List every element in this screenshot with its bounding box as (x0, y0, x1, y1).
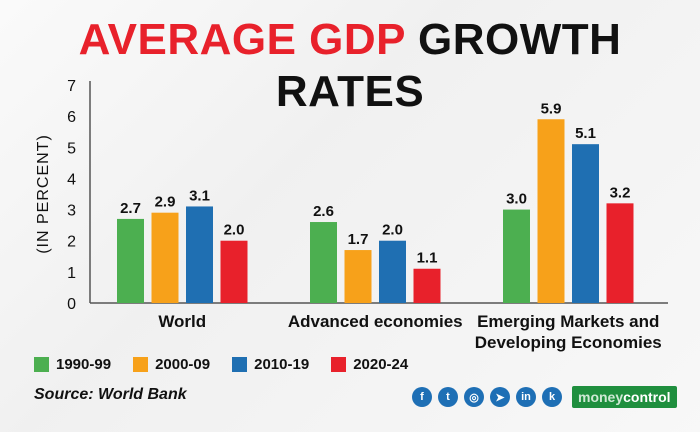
bar-2020-24-1 (413, 268, 441, 303)
y-tick-label: 3 (67, 203, 76, 220)
legend-swatch (232, 356, 248, 372)
legend-label: 2000-09 (155, 355, 211, 373)
category-label: World (158, 312, 206, 331)
data-label: 1.1 (417, 250, 438, 267)
legend-item: 2020-24 (331, 356, 408, 373)
bar-2010-19-1 (379, 240, 406, 303)
y-tick-label: 5 (67, 140, 76, 157)
data-label: 2.0 (224, 222, 245, 239)
bar-2020-24-2 (606, 203, 634, 303)
y-tick-label: 6 (67, 109, 76, 126)
bar-2010-19-2 (572, 144, 599, 303)
data-label: 1.7 (348, 231, 369, 248)
brand-text-pre: money (578, 389, 624, 405)
data-label: 2.0 (382, 222, 403, 239)
title-part-black: GROWTH RATES (275, 15, 622, 116)
data-label: 3.2 (610, 184, 631, 201)
category-label: Advanced economies (288, 312, 463, 331)
chart-title: AVERAGE GDP GROWTH RATES (0, 14, 700, 118)
legend-swatch (331, 356, 347, 372)
legend-swatch (133, 356, 149, 372)
legend-label: 2020-24 (353, 355, 409, 373)
y-tick-label: 7 (67, 78, 76, 95)
legend-item: 1990-99 (34, 356, 111, 373)
data-label: 5.9 (541, 100, 562, 117)
category-label: Emerging Markets and (477, 312, 659, 331)
twitter-icon[interactable]: t (438, 387, 458, 407)
category-label: Developing Economies (475, 333, 662, 352)
legend-item: 2000-09 (133, 356, 210, 373)
bar-2000-09-2 (537, 119, 565, 303)
legend-label: 1990-99 (56, 355, 112, 373)
y-tick-label: 1 (67, 265, 76, 282)
bar-2020-24-0 (220, 240, 248, 303)
bar-1990-99-0 (117, 218, 144, 303)
y-axis-label: (IN PERCENT) (35, 134, 52, 254)
footer-social-bar: f t ◎ ➤ in k money control (412, 386, 677, 408)
data-label: 2.7 (120, 200, 141, 217)
bar-2000-09-1 (344, 250, 372, 303)
brand-text-post: control (623, 389, 671, 405)
bar-2000-09-0 (151, 212, 179, 303)
bar-1990-99-1 (310, 222, 337, 303)
data-label: 5.1 (575, 125, 596, 142)
legend-label: 2010-19 (254, 355, 310, 373)
linkedin-icon[interactable]: in (516, 387, 536, 407)
facebook-icon[interactable]: f (412, 387, 432, 407)
y-tick-label: 2 (67, 234, 76, 251)
y-tick-label: 0 (67, 296, 76, 313)
brand-logo[interactable]: money control (572, 386, 677, 408)
legend-item: 2010-19 (232, 356, 309, 373)
telegram-icon[interactable]: ➤ (490, 387, 510, 407)
legend: 1990-99 2000-09 2010-19 2020-24 (34, 354, 408, 374)
data-label: 2.6 (313, 203, 334, 220)
title-part-red: AVERAGE GDP (78, 15, 406, 64)
koo-icon[interactable]: k (542, 387, 562, 407)
legend-swatch (34, 356, 49, 372)
y-tick-label: 4 (67, 171, 76, 188)
data-label: 3.1 (189, 187, 210, 204)
bar-1990-99-2 (503, 209, 530, 303)
data-label: 3.0 (506, 191, 527, 208)
source-note: Source: World Bank (34, 386, 187, 403)
bar-2010-19-0 (186, 206, 213, 303)
data-label: 2.9 (155, 194, 176, 211)
instagram-icon[interactable]: ◎ (464, 387, 484, 407)
